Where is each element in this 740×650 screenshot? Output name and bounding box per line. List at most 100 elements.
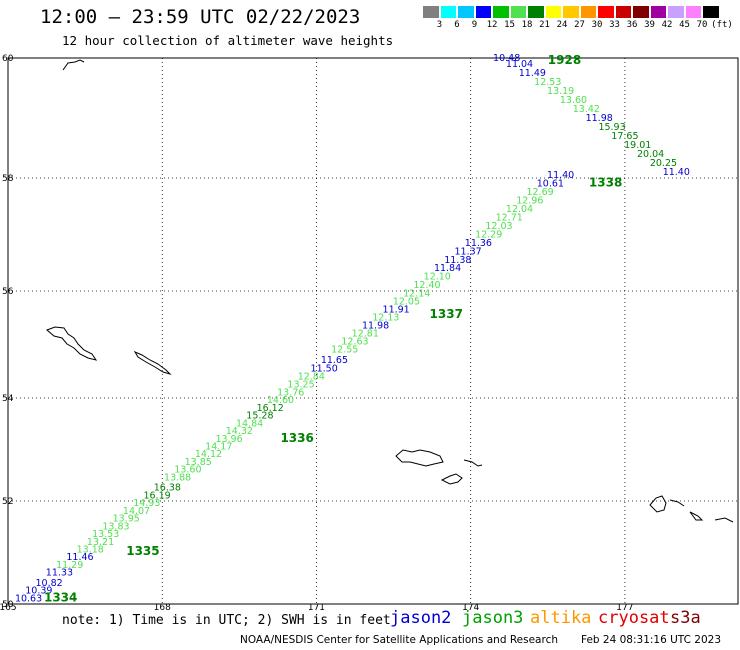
- swh-value: 13.85: [185, 457, 212, 468]
- swh-value: 11.37: [455, 246, 482, 257]
- legend-swatch: [457, 5, 475, 19]
- satellite-label-cryosat: cryosat: [598, 608, 670, 628]
- swh-value: 14.07: [123, 506, 150, 517]
- credit-text: NOAA/NESDIS Center for Satellite Applica…: [240, 634, 558, 646]
- island-shape: [62, 59, 85, 71]
- swh-value: 12.69: [526, 187, 553, 198]
- swh-value: 12.84: [298, 371, 325, 382]
- time-marker: 1335: [126, 544, 159, 558]
- legend-tick: 9: [471, 20, 478, 30]
- legend-tick: 70: [696, 20, 708, 30]
- swh-value: 12.96: [516, 195, 543, 206]
- map-title: 12:00 – 23:59 UTC 02/22/2023: [40, 6, 361, 28]
- swh-value: 11.50: [311, 363, 338, 374]
- longitude-label: 165: [0, 603, 17, 613]
- swh-value: 12.05: [393, 296, 420, 307]
- swh-value: 12.13: [372, 312, 399, 323]
- legend-tick: 6: [454, 20, 460, 30]
- latitude-label: 50: [2, 600, 14, 610]
- legend-tick: 39: [644, 20, 655, 30]
- wave-height-tracks: 10.6310.3910.8211.3311.2911.4613.1813.21…: [15, 53, 690, 604]
- island-shape: [395, 449, 444, 467]
- swh-value: 11.84: [434, 263, 461, 274]
- legend-swatch: [492, 5, 510, 19]
- legend-tick: 45: [679, 20, 690, 30]
- swh-value: 11.04: [506, 59, 533, 70]
- swh-value: 14.84: [236, 418, 263, 429]
- swh-value: 12.55: [331, 345, 358, 356]
- swh-value: 14.93: [133, 498, 160, 509]
- swh-value: 10.39: [25, 586, 52, 597]
- legend-swatch: [632, 5, 650, 19]
- swh-value: 11.49: [519, 68, 546, 79]
- satellite-label-s3a: s3a: [670, 608, 701, 628]
- island-shape: [714, 517, 734, 523]
- swh-value: 12.29: [475, 229, 502, 240]
- legend-tick: 3: [436, 20, 443, 30]
- legend-tick: 36: [626, 20, 638, 30]
- latitude-label: 54: [2, 394, 14, 404]
- legend-swatch: [509, 5, 527, 19]
- legend-swatch: [684, 5, 702, 19]
- swh-value: 14.32: [226, 426, 253, 437]
- swh-value: 11.40: [663, 167, 690, 178]
- swh-value: 16.19: [143, 490, 170, 501]
- swh-value: 13.53: [92, 529, 119, 540]
- swh-value: 12.10: [424, 272, 451, 283]
- swh-value: 10.82: [36, 578, 63, 589]
- legend-swatch: [439, 5, 457, 19]
- time-marker: 1928: [548, 53, 581, 67]
- swh-value: 13.25: [287, 379, 314, 390]
- swh-value: 20.25: [650, 158, 677, 169]
- legend-tick: 33: [609, 20, 620, 30]
- longitude-label: 174: [462, 603, 479, 613]
- swh-value: 15.28: [246, 411, 273, 422]
- legend-swatch: [649, 5, 667, 19]
- latitude-label: 52: [2, 497, 13, 507]
- legend-tick: 30: [591, 20, 603, 30]
- legend-swatch: [562, 5, 580, 19]
- swh-value: 12.63: [341, 337, 368, 348]
- satellite-label-jason3: jason3: [462, 608, 524, 628]
- swh-value: 11.91: [383, 304, 410, 315]
- swh-value: 11.40: [547, 170, 574, 181]
- legend-swatch: [527, 5, 545, 19]
- legend-swatches: [422, 5, 720, 19]
- swh-value: 14.12: [195, 449, 222, 460]
- swh-value: 13.18: [77, 545, 104, 556]
- swh-value: 13.60: [174, 465, 201, 476]
- legend-swatch: [474, 5, 492, 19]
- swh-value: 12.04: [506, 204, 533, 215]
- swh-value: 14.17: [205, 442, 232, 453]
- swh-value: 11.38: [444, 255, 471, 266]
- island-shape: [649, 495, 667, 513]
- swh-value: 11.36: [465, 238, 492, 249]
- legend-swatch: [544, 5, 562, 19]
- time-marker: 1336: [280, 431, 313, 445]
- latitude-label: 58: [2, 174, 14, 184]
- swh-value: 12.03: [485, 221, 512, 232]
- swh-value: 13.21: [87, 537, 114, 548]
- swh-value: 13.60: [560, 95, 587, 106]
- color-legend: 3 6 9 12 15 18 21 24 27 30 33 36 39 42 45 70 (ft): [422, 5, 733, 31]
- swh-value: 12.40: [413, 280, 440, 291]
- island-shape: [46, 326, 98, 361]
- footer-note: note: 1) Time is in UTC; 2) SWH is in fe…: [62, 613, 391, 628]
- legend-unit: (ft): [711, 20, 733, 30]
- swh-value: 11.33: [46, 568, 73, 579]
- swh-value: 20.04: [637, 149, 664, 160]
- swh-value: 13.76: [277, 387, 304, 398]
- swh-value: 11.65: [321, 355, 348, 366]
- graticule: [7, 57, 738, 605]
- satellite-label-altika: altika: [530, 608, 592, 628]
- swh-value: 17.65: [611, 131, 638, 142]
- time-markers: 1334 1335 1336 1337 1338 1928: [44, 53, 622, 604]
- legend-swatch: [614, 5, 632, 19]
- legend-tick: 12: [486, 20, 498, 30]
- island-shape: [440, 473, 463, 485]
- map-subtitle: 12 hour collection of altimeter wave hei…: [62, 33, 394, 48]
- swh-value: 11.29: [56, 560, 83, 571]
